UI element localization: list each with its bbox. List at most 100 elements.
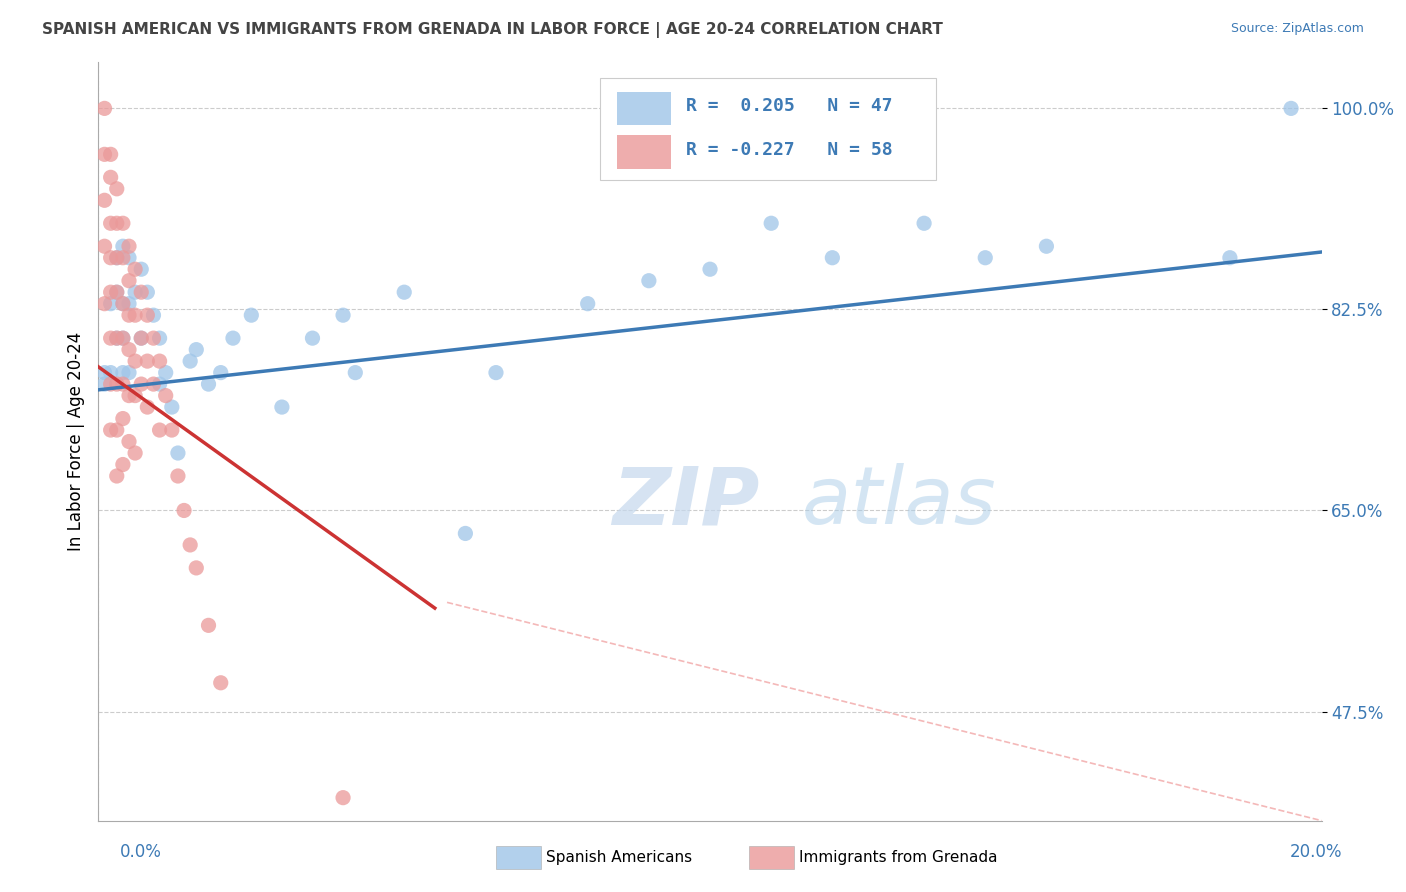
Point	[105, 285, 128, 300]
Text: R = -0.227   N = 58: R = -0.227 N = 58	[686, 141, 893, 159]
Point	[93, 147, 115, 161]
Text: Source: ZipAtlas.com: Source: ZipAtlas.com	[1230, 22, 1364, 36]
Point	[105, 251, 128, 265]
Point	[118, 343, 141, 357]
Point	[124, 308, 146, 322]
Point	[129, 262, 152, 277]
Point	[485, 366, 508, 380]
Point	[105, 251, 128, 265]
Point	[111, 411, 134, 425]
Point	[197, 377, 219, 392]
Point	[155, 366, 177, 380]
Point	[1035, 239, 1057, 253]
Point	[118, 434, 141, 449]
FancyBboxPatch shape	[617, 92, 671, 126]
Point	[111, 216, 134, 230]
Text: 20.0%: 20.0%	[1291, 843, 1343, 861]
Point	[100, 423, 122, 437]
Point	[149, 354, 172, 368]
Point	[344, 366, 367, 380]
Point	[105, 285, 128, 300]
Y-axis label: In Labor Force | Age 20-24: In Labor Force | Age 20-24	[66, 332, 84, 551]
Point	[197, 618, 219, 632]
Point	[124, 446, 146, 460]
Point	[111, 331, 134, 345]
Point	[974, 251, 997, 265]
Point	[173, 503, 195, 517]
Point	[1219, 251, 1241, 265]
Point	[129, 331, 152, 345]
Point	[454, 526, 477, 541]
Point	[149, 331, 172, 345]
Point	[100, 377, 122, 392]
Point	[100, 170, 122, 185]
Point	[155, 388, 177, 402]
Point	[111, 239, 134, 253]
Point	[186, 561, 208, 575]
Point	[1279, 102, 1302, 116]
Point	[93, 377, 115, 392]
Point	[129, 285, 152, 300]
Point	[912, 216, 935, 230]
Point	[100, 251, 122, 265]
Point	[167, 469, 190, 483]
Point	[105, 377, 128, 392]
Point	[111, 296, 134, 310]
Point	[136, 354, 159, 368]
Text: ZIP: ZIP	[612, 463, 759, 541]
Point	[136, 308, 159, 322]
Point	[111, 331, 134, 345]
Point	[105, 423, 128, 437]
Point	[136, 400, 159, 414]
Point	[93, 194, 115, 208]
Point	[111, 296, 134, 310]
Point	[118, 308, 141, 322]
Point	[209, 366, 232, 380]
Point	[105, 469, 128, 483]
Point	[111, 458, 134, 472]
Point	[179, 538, 201, 552]
Point	[160, 423, 183, 437]
Point	[821, 251, 844, 265]
Point	[111, 377, 134, 392]
Point	[270, 400, 292, 414]
Point	[759, 216, 782, 230]
Point	[118, 388, 141, 402]
Point	[118, 296, 141, 310]
Point	[124, 354, 146, 368]
Point	[93, 366, 115, 380]
Point	[209, 675, 232, 690]
Point	[118, 274, 141, 288]
Text: Spanish Americans: Spanish Americans	[546, 850, 692, 864]
Point	[149, 377, 172, 392]
Point	[179, 354, 201, 368]
Point	[100, 331, 122, 345]
Text: 0.0%: 0.0%	[120, 843, 162, 861]
Point	[93, 296, 115, 310]
Point	[149, 423, 172, 437]
Point	[100, 147, 122, 161]
Text: Immigrants from Grenada: Immigrants from Grenada	[799, 850, 997, 864]
Point	[129, 377, 152, 392]
Point	[105, 331, 128, 345]
Point	[129, 331, 152, 345]
Point	[160, 400, 183, 414]
Point	[142, 308, 165, 322]
Point	[637, 274, 661, 288]
Point	[240, 308, 263, 322]
Text: R =  0.205   N = 47: R = 0.205 N = 47	[686, 97, 893, 115]
Point	[100, 216, 122, 230]
Text: SPANISH AMERICAN VS IMMIGRANTS FROM GRENADA IN LABOR FORCE | AGE 20-24 CORRELATI: SPANISH AMERICAN VS IMMIGRANTS FROM GREN…	[42, 22, 943, 38]
Point	[186, 343, 208, 357]
Point	[111, 366, 134, 380]
Point	[93, 102, 115, 116]
Point	[100, 296, 122, 310]
Point	[699, 262, 721, 277]
Point	[100, 366, 122, 380]
Point	[111, 251, 134, 265]
Point	[576, 296, 599, 310]
Point	[118, 366, 141, 380]
Point	[136, 285, 159, 300]
Point	[167, 446, 190, 460]
FancyBboxPatch shape	[617, 136, 671, 169]
